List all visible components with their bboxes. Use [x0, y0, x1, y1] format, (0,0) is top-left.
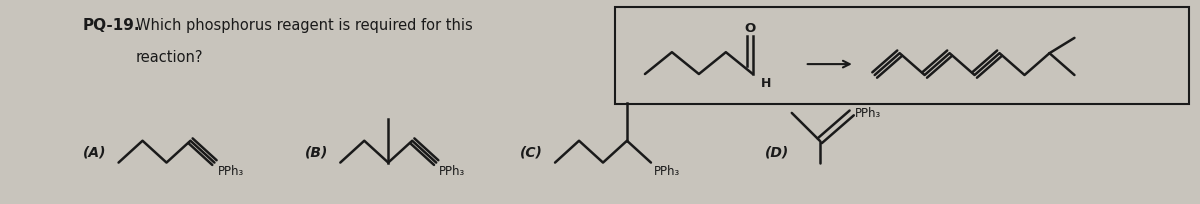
Text: PPh₃: PPh₃	[854, 107, 881, 120]
Text: (C): (C)	[520, 145, 542, 159]
Text: H: H	[761, 77, 772, 90]
Text: O: O	[744, 22, 756, 35]
Text: (A): (A)	[83, 145, 106, 159]
Text: Which phosphorus reagent is required for this: Which phosphorus reagent is required for…	[136, 18, 473, 32]
Bar	[614, 8, 1189, 104]
Text: (D): (D)	[764, 145, 790, 159]
Text: PQ-19.: PQ-19.	[83, 18, 140, 32]
Text: reaction?: reaction?	[136, 50, 203, 65]
Text: PPh₃: PPh₃	[654, 164, 680, 177]
Text: (B): (B)	[305, 145, 329, 159]
Text: PPh₃: PPh₃	[217, 164, 244, 177]
Text: PPh₃: PPh₃	[439, 164, 466, 177]
